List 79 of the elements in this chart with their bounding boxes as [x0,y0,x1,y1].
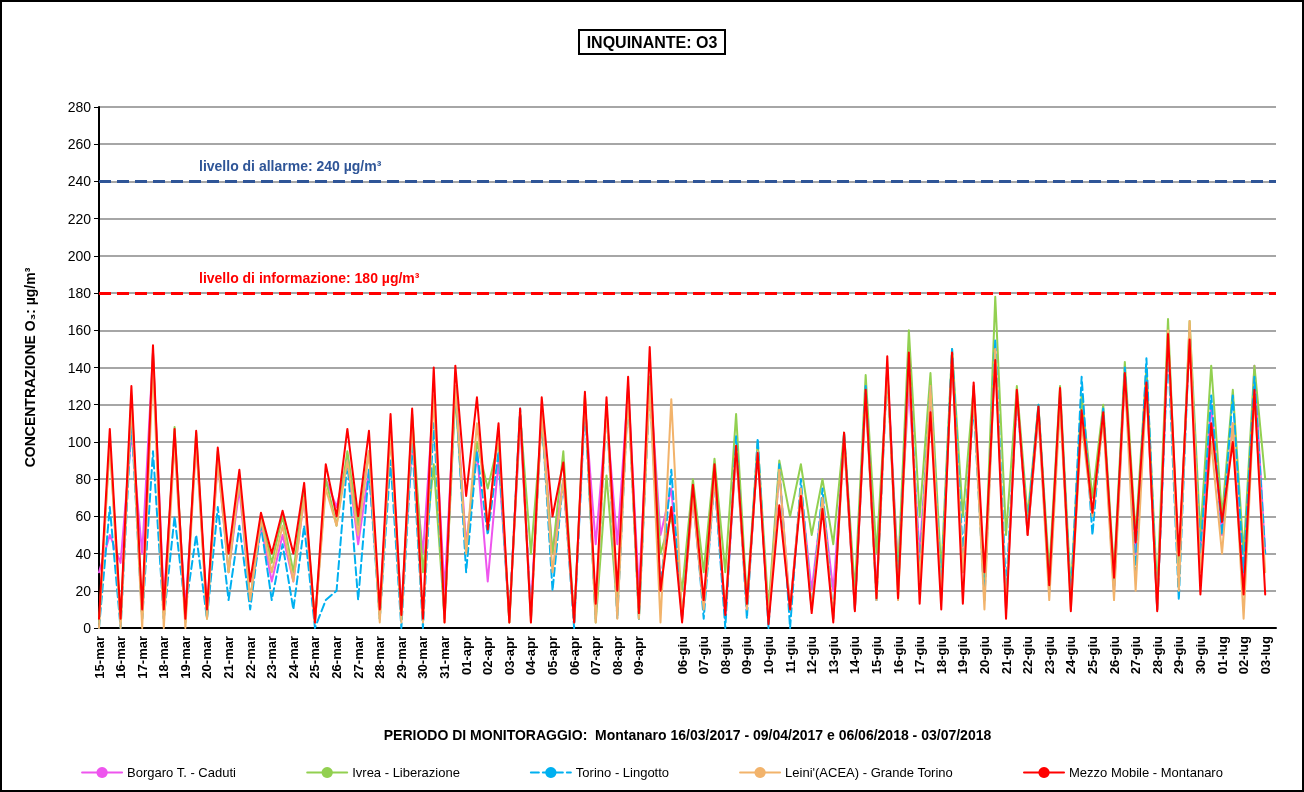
x-tick-label: 09-apr [631,636,647,676]
x-tick-label: 04-apr [523,636,539,676]
x-tick-label: 25-mar [307,636,323,679]
x-tick-label: 24-giu [1063,635,1079,675]
x-tick-label: 29-giu [1171,635,1187,675]
x-tick-label: 28-mar [372,636,388,679]
legend-label: Borgaro T. - Caduti [127,765,237,780]
x-tick-label: 03-apr [501,636,517,676]
x-tick-label: 07-apr [588,636,604,676]
x-tick-label: 08-apr [609,636,625,676]
x-tick-label: 06-giu [674,635,690,675]
y-tick-label: 180 [67,285,92,302]
x-tick-label: 08-giu [717,635,733,675]
y-tick-label: 140 [67,359,92,376]
x-tick-label: 03-lug [1257,635,1273,675]
x-tick-label: 27-giu [1128,635,1144,675]
y-tick-label: 200 [67,247,92,264]
x-tick-label: 10-giu [760,635,776,675]
x-tick-label: 22-mar [242,636,258,679]
y-tick-label: 100 [67,433,92,450]
x-tick-label: 15-mar [91,636,107,679]
legend-label: Ivrea - Liberazione [352,765,460,780]
x-tick-label: 23-giu [1041,635,1057,675]
x-tick-label: 02-lug [1236,635,1252,675]
x-tick-label: 29-mar [393,636,409,679]
y-tick-label: 120 [67,396,92,413]
x-tick-label: 20-giu [976,635,992,675]
legend-label: Leini'(ACEA) - Grande Torino [785,765,953,780]
x-tick-label: 02-apr [480,636,496,676]
legend-label: Torino - Lingotto [575,765,670,780]
ref-line-label: livello di informazione: 180 µg/m³ [199,270,420,287]
x-tick-label: 19-giu [955,635,971,675]
x-tick-label: 21-giu [998,635,1014,675]
x-tick-label: 25-giu [1084,635,1100,675]
x-tick-label: 22-giu [1020,635,1036,675]
y-tick-label: 60 [75,508,92,525]
x-tick-label: 21-mar [221,636,237,679]
x-tick-label: 27-mar [350,636,366,679]
x-tick-label: 18-giu [933,635,949,675]
x-tick-label: 12-giu [804,635,820,675]
x-tick-label: 23-mar [264,636,280,679]
x-tick-label: 11-giu [782,635,798,674]
x-tick-label: 07-giu [696,635,712,675]
x-tick-label: 31-mar [437,636,453,679]
x-tick-label: 17-mar [134,636,150,679]
x-tick-label: 30-giu [1192,635,1208,675]
x-tick-label: 26-giu [1106,635,1122,675]
chart-title: INQUINANTE: O3 [586,33,718,51]
x-tick-label: 17-giu [912,635,928,675]
y-axis-title: CONCENTRAZIONE O₃: µg/m³ [22,267,38,468]
y-tick-label: 240 [67,173,92,190]
y-tick-label: 20 [75,582,92,599]
x-tick-label: 20-mar [199,636,215,679]
x-tick-label: 30-mar [415,636,431,679]
x-tick-label: 09-giu [739,635,755,675]
x-axis-title: PERIODO DI MONITORAGGIO: Montanaro 16/03/2017 - 09/04/2017 e 06/06/2018 - 03/07/2018 [383,727,992,743]
y-tick-label: 280 [67,99,92,115]
y-tick-label: 160 [67,322,92,339]
x-tick-label: 13-giu [825,635,841,675]
x-tick-label: 24-mar [285,636,301,679]
y-tick-label: 40 [75,545,92,562]
x-tick-label: 05-apr [545,636,561,676]
x-tick-label: 14-giu [847,635,863,675]
y-tick-label: 260 [67,136,92,153]
x-tick-label: 19-mar [177,636,193,679]
x-tick-label: 16-giu [890,635,906,675]
x-tick-label: 18-mar [156,636,172,679]
x-tick-label: 16-mar [113,636,129,679]
ref-line-label: livello di allarme: 240 µg/m³ [199,158,382,175]
legend-label: Mezzo Mobile - Montanaro [1069,765,1223,780]
x-tick-label: 06-apr [566,636,582,676]
x-tick-label: 01-lug [1214,635,1230,675]
y-tick-label: 0 [83,620,92,636]
x-tick-label: 26-mar [329,636,345,679]
x-tick-label: 15-giu [868,635,884,675]
x-tick-label: 01-apr [458,636,474,676]
x-tick-label: 28-giu [1149,635,1165,675]
y-tick-label: 220 [67,210,92,227]
y-tick-label: 80 [75,471,92,488]
